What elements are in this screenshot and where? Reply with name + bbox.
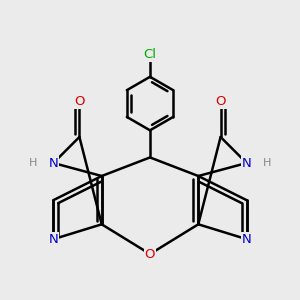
Text: O: O	[74, 95, 85, 108]
Text: N: N	[49, 157, 58, 169]
Text: N: N	[242, 157, 251, 169]
Text: Cl: Cl	[143, 48, 157, 61]
Text: N: N	[242, 233, 251, 246]
Text: N: N	[49, 233, 58, 246]
Text: H: H	[29, 158, 37, 168]
Text: O: O	[215, 95, 226, 108]
Text: H: H	[263, 158, 271, 168]
Text: O: O	[145, 248, 155, 260]
